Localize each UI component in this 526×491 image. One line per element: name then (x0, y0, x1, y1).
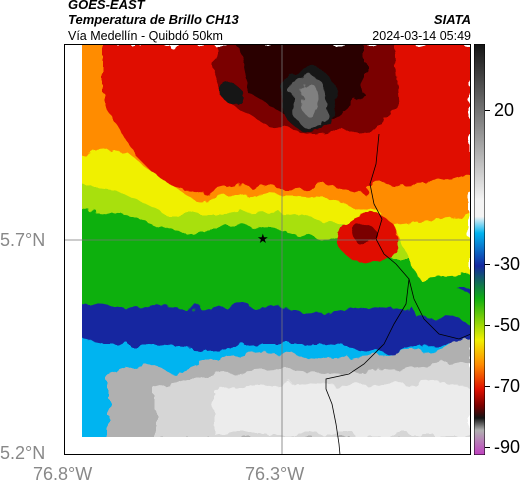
colorbar-tick-minus50: -50 (494, 315, 521, 335)
star-icon: ★ (257, 231, 269, 246)
product-title: Temperatura de Brillo CH13 (68, 12, 239, 27)
lon-label-76-8: 76.8°W (33, 464, 93, 484)
colorbar-tick-minus70: -70 (494, 376, 521, 396)
colorbar-tick-minus90: -90 (494, 437, 521, 457)
satellite-map[interactable]: ★ (64, 44, 471, 455)
organization-label: SIATA (433, 12, 471, 27)
lat-label-5-7: 5.7°N (0, 230, 46, 250)
colorbar-tick-20: 20 (494, 100, 515, 120)
timestamp-label: 2024-03-14 05:49 (372, 29, 471, 43)
colorbar-tick-minus30: -30 (494, 254, 521, 274)
lat-label-5-2: 5.2°N (0, 443, 46, 463)
lon-label-76-3: 76.3°W (245, 464, 305, 484)
satellite-title: GOES-EAST (68, 0, 145, 12)
colorbar (474, 44, 485, 455)
brightness-temperature-map (64, 44, 471, 455)
location-label: Vía Medellín - Quibdó 50km (68, 29, 223, 43)
